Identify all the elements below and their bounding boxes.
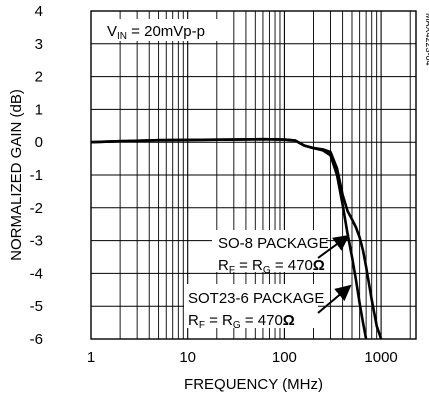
y-tick-label: -4 xyxy=(30,265,43,282)
annotation-sot23-resistors: RF = RG = 470Ω xyxy=(188,312,295,331)
y-tick-label: -1 xyxy=(30,167,43,184)
x-tick-label: 10 xyxy=(179,349,196,366)
y-tick-label: -5 xyxy=(30,298,43,315)
annotation-sot23-box xyxy=(184,284,318,328)
series-line xyxy=(90,137,368,340)
y-tick-label: 4 xyxy=(35,3,43,20)
y-tick-label: 2 xyxy=(35,69,43,86)
annotation-so8-title: SO-8 PACKAGE xyxy=(218,235,329,252)
annotation-sot23-title: SOT23-6 PACKAGE xyxy=(188,290,324,307)
y-tick-label: -2 xyxy=(30,200,43,217)
x-tick-label: 1000 xyxy=(364,349,397,366)
annotation-so8-resistors: RF = RG = 470Ω xyxy=(218,257,325,276)
y-tick-label: 0 xyxy=(35,134,43,151)
y-tick-label: 3 xyxy=(35,36,43,53)
y-axis-title: NORMALIZED GAIN (dB) xyxy=(8,89,25,261)
x-tick-label: 100 xyxy=(272,349,297,366)
y-tick-label: -3 xyxy=(30,233,43,250)
y-tick-label: -6 xyxy=(30,331,43,348)
condition-label-box xyxy=(101,19,221,41)
plot-frame xyxy=(90,10,417,340)
x-tick-label: 1 xyxy=(87,349,95,366)
x-axis-title: FREQUENCY (MHz) xyxy=(184,376,323,393)
annotation-sot23-arrow xyxy=(317,284,352,314)
figure-id: MAX4223-04 xyxy=(424,13,429,66)
annotation-so8-arrow xyxy=(317,234,350,259)
annotation-so8-box xyxy=(212,230,326,272)
condition-label: VIN = 20mVp-p xyxy=(107,23,205,42)
data-series xyxy=(90,137,383,340)
y-tick-label: 1 xyxy=(35,101,43,118)
